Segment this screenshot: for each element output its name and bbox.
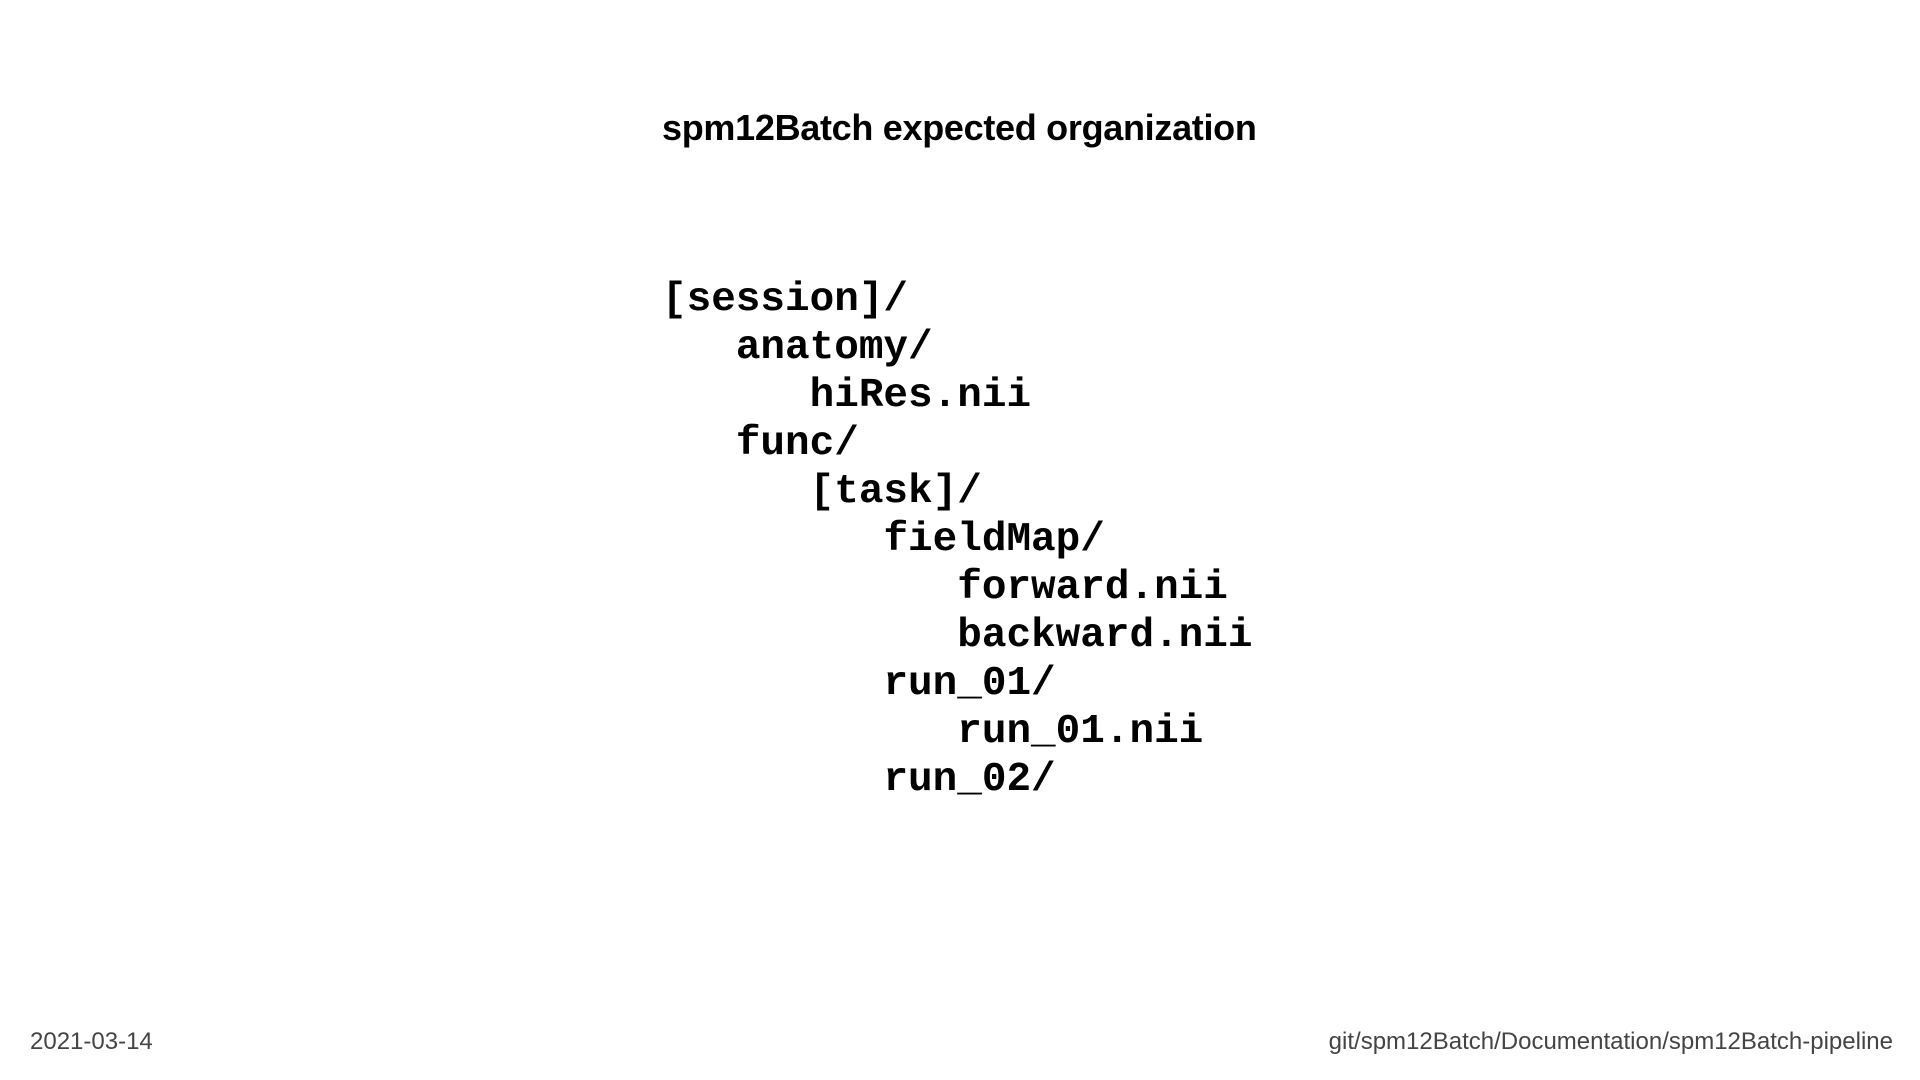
footer-date: 2021-03-14	[30, 1028, 153, 1055]
indent	[662, 565, 957, 611]
indent	[662, 421, 736, 467]
footer-path: git/spm12Batch/Documentation/spm12Batch-…	[1328, 1028, 1893, 1055]
tree-item-label: [session]/	[662, 277, 909, 323]
tree-item-forward: forward.nii	[662, 564, 1253, 612]
indent	[662, 757, 883, 803]
tree-item-label: anatomy/	[735, 325, 933, 371]
tree-item-hires: hiRes.nii	[662, 372, 1253, 420]
indent	[662, 469, 810, 515]
tree-item-backward: backward.nii	[662, 612, 1253, 660]
tree-item-task: [task]/	[662, 468, 1253, 516]
indent	[662, 325, 736, 371]
indent	[662, 613, 957, 659]
indent	[662, 517, 883, 563]
indent	[662, 373, 810, 419]
tree-item-session: [session]/	[662, 276, 1253, 324]
tree-item-label: hiRes.nii	[809, 373, 1032, 419]
tree-item-label: backward.nii	[957, 613, 1253, 659]
tree-item-label: run_02/	[883, 757, 1056, 803]
tree-item-run01-dir: run_01/	[662, 660, 1253, 708]
slide-title: spm12Batch expected organization	[662, 107, 1257, 148]
tree-item-fieldmap: fieldMap/	[662, 516, 1253, 564]
tree-item-anatomy: anatomy/	[662, 324, 1253, 372]
indent	[662, 709, 957, 755]
tree-item-label: [task]/	[809, 469, 982, 515]
tree-item-label: fieldMap/	[883, 517, 1105, 563]
tree-item-run01-file: run_01.nii	[662, 708, 1253, 756]
tree-item-label: run_01/	[883, 661, 1056, 707]
tree-item-func: func/	[662, 420, 1253, 468]
tree-item-label: forward.nii	[957, 565, 1228, 611]
tree-item-label: run_01.nii	[957, 709, 1204, 755]
directory-tree: [session]/ anatomy/ hiRes.nii func/ [tas…	[662, 276, 1253, 804]
tree-item-label: func/	[735, 421, 859, 467]
tree-item-run02-dir: run_02/	[662, 756, 1253, 804]
indent	[662, 661, 883, 707]
